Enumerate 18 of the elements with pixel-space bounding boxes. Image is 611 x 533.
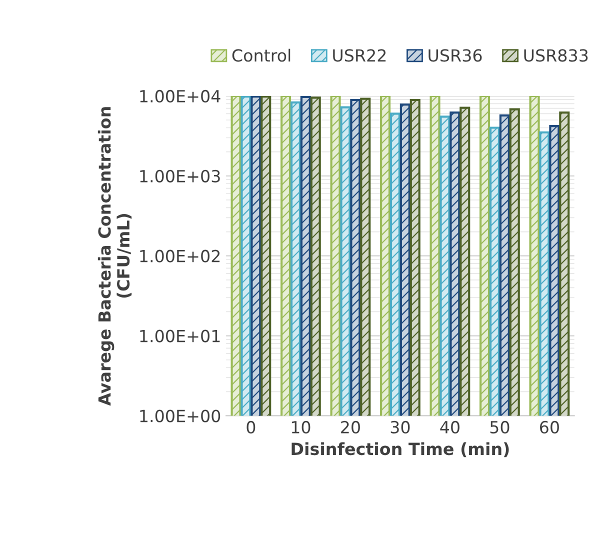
y-axis-title: Avarege Bacteria Concentration (CFU/mL) (98, 107, 132, 406)
legend-label: USR22 (333, 49, 386, 62)
y-tick-label: 1.00E+02 (140, 250, 220, 262)
x-tick-label: 0 (246, 420, 256, 434)
y-tick-label: 1.00E+03 (140, 170, 220, 182)
x-tick-label: 40 (440, 420, 460, 434)
legend-label: USR36 (428, 49, 482, 62)
y-tick-label: 1.00E+00 (140, 410, 220, 422)
x-tick-label: 10 (292, 420, 310, 434)
y-tick-label: 1.00E+01 (140, 330, 220, 342)
x-tick-label: 30 (390, 420, 410, 434)
x-tick-label: 20 (341, 420, 360, 434)
y-tick-label: 1.00E+04 (140, 90, 220, 103)
legend-label: USR833 (524, 49, 588, 62)
x-axis-title: Disinfection Time (min) (292, 442, 509, 458)
x-tick-label: 60 (540, 420, 559, 434)
legend-label: Control (232, 48, 290, 62)
x-tick-label: 50 (490, 420, 510, 434)
